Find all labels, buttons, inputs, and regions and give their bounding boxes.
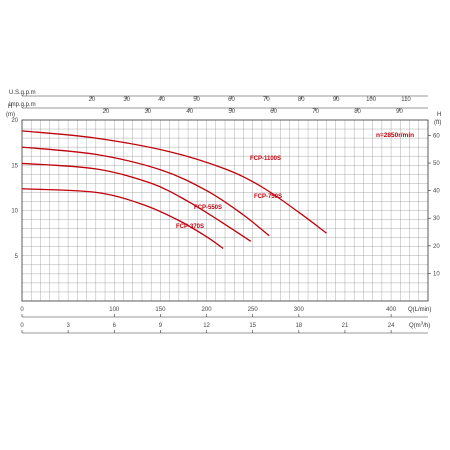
lmin-axis-title: Q(L/min) [408, 307, 431, 313]
curve-fcp-370s [21, 188, 224, 250]
curve-fcp-750s [21, 146, 270, 237]
lmin-tick-label: 150 [155, 307, 166, 313]
head-ft-tick-label: 30 [433, 216, 440, 222]
head-m-tick-label: 15 [11, 163, 18, 169]
curve-label-fcp-550s: FCP-550S [194, 205, 222, 211]
impgpm-tick-label: 90 [396, 109, 403, 115]
grid [22, 120, 428, 301]
lmin-tick-label: 200 [202, 307, 213, 313]
usgpm-tick-label: 60 [228, 97, 235, 103]
usgpm-tick-label: 90 [333, 97, 340, 103]
curve-fcp-550s [21, 162, 252, 242]
head-m-tick-label: 20 [11, 118, 18, 124]
impgpm-tick-label: 40 [186, 109, 193, 115]
head-ft-tick-label: 40 [433, 189, 440, 195]
head-m-tick-label: 10 [11, 209, 18, 215]
curve-label-fcp-750s: FCP-750S [254, 194, 282, 200]
m3h-tick-label: 18 [295, 323, 302, 329]
m3h-tick-label: 15 [249, 323, 256, 329]
impgpm-tick-label: 60 [270, 109, 277, 115]
usgpm-tick-label: 20 [88, 97, 95, 103]
usgpm-tick-label: 50 [193, 97, 200, 103]
head-ft-tick-label: 50 [433, 161, 440, 167]
plot-border [21, 119, 429, 302]
usgpm-axis-title: U.S.g.p.m [9, 90, 36, 96]
curve-fcp-1100s [21, 130, 327, 234]
m3h-axis-title: Q(m3/h) [409, 321, 430, 330]
impgpm-tick-label: 20 [103, 109, 110, 115]
lmin-tick-label: 250 [248, 307, 259, 313]
lmin-tick-label: 100 [109, 307, 120, 313]
head-ft-tick-label: 20 [433, 244, 440, 250]
impgpm-tick-label: 30 [144, 109, 151, 115]
m3h-tick-label: 0 [20, 323, 24, 329]
m3h-tick-label: 9 [159, 323, 163, 329]
impgpm-axis-title: Imp.g.p.m [9, 102, 36, 108]
head-m-axis-unit: (m) [6, 112, 15, 118]
usgpm-tick-label: 100 [366, 97, 377, 103]
usgpm-tick-label: 70 [263, 97, 270, 103]
head-ft-axis-title: H [437, 112, 441, 118]
m3h-tick-label: 6 [113, 323, 117, 329]
impgpm-tick-label: 80 [354, 109, 361, 115]
m3h-tick-label: 21 [342, 323, 349, 329]
m3h-tick-label: 3 [66, 323, 70, 329]
lmin-tick-label: 300 [294, 307, 305, 313]
curves: FCP-1100S FCP-750S FCP-550S FCP-370S [21, 130, 327, 250]
curve-label-fcp-1100s: FCP-1100S [250, 156, 281, 162]
head-ft-axis-unit: (ft) [434, 120, 441, 126]
head-ft-tick-label: 10 [433, 271, 440, 277]
lmin-tick-label: 0 [20, 307, 24, 313]
head-m-axis-title: H [8, 104, 12, 110]
head-ft-tick-label: 60 [433, 133, 440, 139]
usgpm-tick-label: 40 [158, 97, 165, 103]
impgpm-tick-label: 70 [312, 109, 319, 115]
curve-label-fcp-370s: FCP-370S [176, 224, 204, 230]
m3h-tick-label: 12 [203, 323, 210, 329]
impgpm-tick-label: 50 [228, 109, 235, 115]
speed-note: n=2850r/min [376, 132, 414, 139]
usgpm-tick-label: 110 [401, 97, 411, 103]
lmin-tick-label: 400 [386, 307, 397, 313]
usgpm-tick-label: 30 [123, 97, 130, 103]
usgpm-tick-label: 80 [298, 97, 305, 103]
m3h-tick-label: 24 [388, 323, 395, 329]
head-m-tick-label: 5 [15, 254, 19, 260]
